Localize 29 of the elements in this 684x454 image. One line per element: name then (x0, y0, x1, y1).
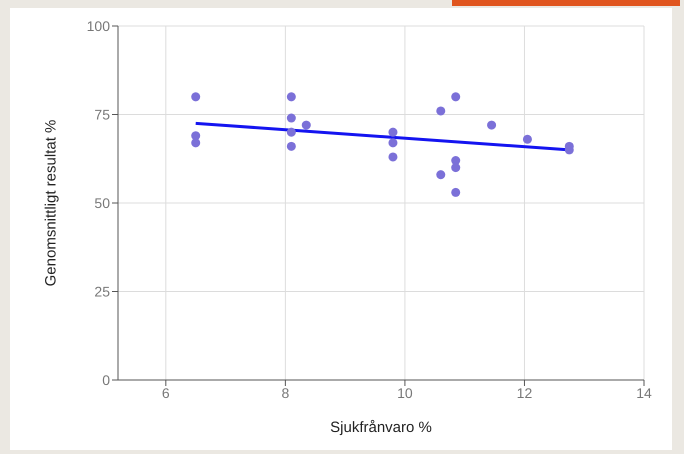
x-tick-label: 10 (397, 384, 413, 401)
point (451, 163, 460, 172)
point (436, 170, 446, 180)
point (286, 142, 296, 151)
point (451, 92, 460, 102)
point (388, 152, 398, 162)
point (487, 120, 496, 130)
point (286, 114, 296, 123)
point (286, 128, 296, 137)
point (286, 92, 296, 102)
y-tick-label: 75 (94, 106, 110, 122)
y-tick-label: 0 (102, 372, 110, 388)
point (436, 106, 446, 116)
point (191, 92, 200, 102)
point (451, 188, 460, 197)
x-tick-label: 8 (281, 384, 290, 401)
x-axis-title: Sjukfrånvaro % (330, 419, 432, 436)
y-tick-label: 100 (86, 18, 110, 34)
x-tick-label: 14 (636, 384, 652, 401)
y-tick-label: 50 (94, 194, 110, 211)
point (191, 138, 200, 148)
point (388, 128, 398, 137)
x-tick-label: 6 (162, 384, 170, 401)
y-tick-label: 25 (94, 283, 110, 300)
y-axis-title: Genomsnittligt resultat % (42, 120, 60, 286)
point (388, 138, 398, 148)
x-tick-label: 12 (516, 384, 532, 401)
point (302, 120, 311, 130)
point (522, 134, 532, 144)
